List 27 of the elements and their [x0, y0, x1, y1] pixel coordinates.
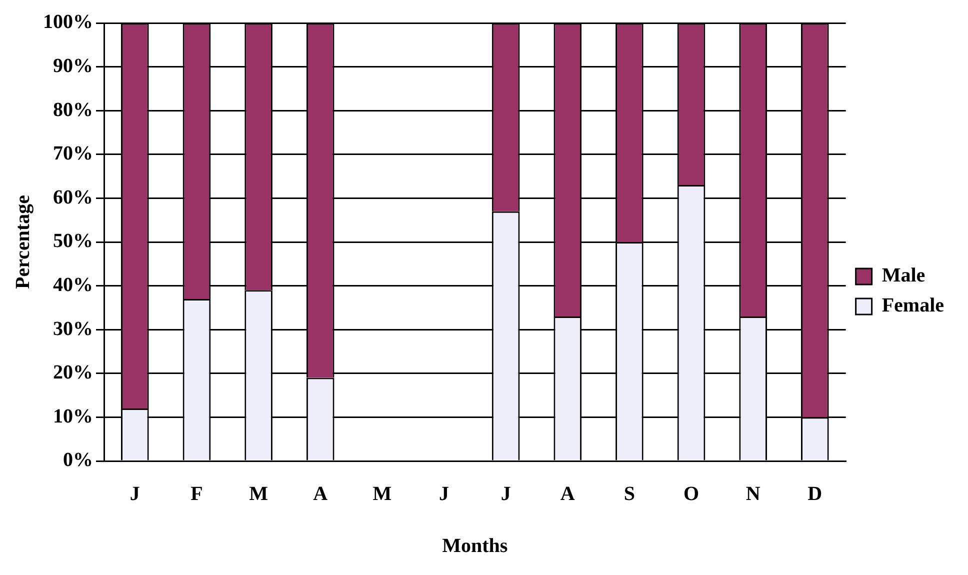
- y-tick-label: 90%: [53, 54, 93, 77]
- x-tick-label: N: [746, 483, 761, 506]
- x-tick-label: S: [624, 483, 636, 506]
- y-axis-title: Percentage: [12, 194, 34, 290]
- y-tick-label: 100%: [43, 11, 93, 34]
- x-tick-label: O: [683, 483, 700, 506]
- x-tick-label: M: [372, 483, 392, 506]
- y-tick-label: 0%: [63, 449, 93, 472]
- y-tick-label: 10%: [53, 405, 93, 428]
- x-tick-label: M: [249, 483, 268, 506]
- y-tick-label: 50%: [53, 230, 93, 252]
- y-tick-label: 60%: [53, 186, 93, 208]
- y-tick-label: 70%: [53, 142, 93, 165]
- y-tick-label: 30%: [53, 318, 93, 340]
- y-tick-label: 20%: [53, 362, 93, 384]
- legend-label: Female: [882, 294, 944, 317]
- x-axis-title: Months: [442, 535, 508, 558]
- x-tick-label: D: [808, 483, 822, 506]
- x-tick-label: J: [438, 483, 449, 506]
- legend-label: Male: [882, 264, 926, 287]
- x-tick-label: A: [313, 483, 328, 506]
- x-tick-label: F: [190, 483, 203, 506]
- x-tick-label: J: [130, 483, 140, 506]
- x-tick-label: J: [500, 483, 511, 506]
- y-tick-label: 40%: [53, 274, 93, 296]
- x-tick-label: A: [560, 483, 576, 506]
- y-tick-label: 80%: [53, 98, 93, 121]
